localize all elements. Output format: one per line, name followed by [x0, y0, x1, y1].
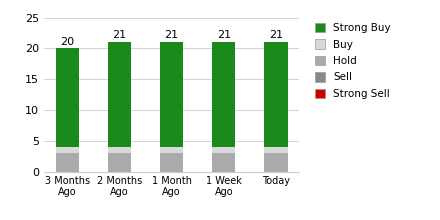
- Bar: [160, 147, 183, 153]
- Text: 21: 21: [216, 30, 231, 40]
- Bar: [160, 153, 183, 172]
- Bar: [264, 147, 288, 153]
- Bar: [55, 153, 79, 172]
- Bar: [212, 42, 235, 147]
- Bar: [55, 48, 79, 147]
- Bar: [55, 147, 79, 153]
- Text: 20: 20: [60, 37, 74, 47]
- Bar: [108, 153, 131, 172]
- Text: 21: 21: [112, 30, 127, 40]
- Text: 21: 21: [165, 30, 179, 40]
- Bar: [108, 147, 131, 153]
- Text: 21: 21: [269, 30, 283, 40]
- Bar: [264, 42, 288, 147]
- Bar: [108, 42, 131, 147]
- Bar: [212, 153, 235, 172]
- Bar: [264, 153, 288, 172]
- Bar: [212, 147, 235, 153]
- Bar: [160, 42, 183, 147]
- Legend: Strong Buy, Buy, Hold, Sell, Strong Sell: Strong Buy, Buy, Hold, Sell, Strong Sell: [315, 23, 391, 99]
